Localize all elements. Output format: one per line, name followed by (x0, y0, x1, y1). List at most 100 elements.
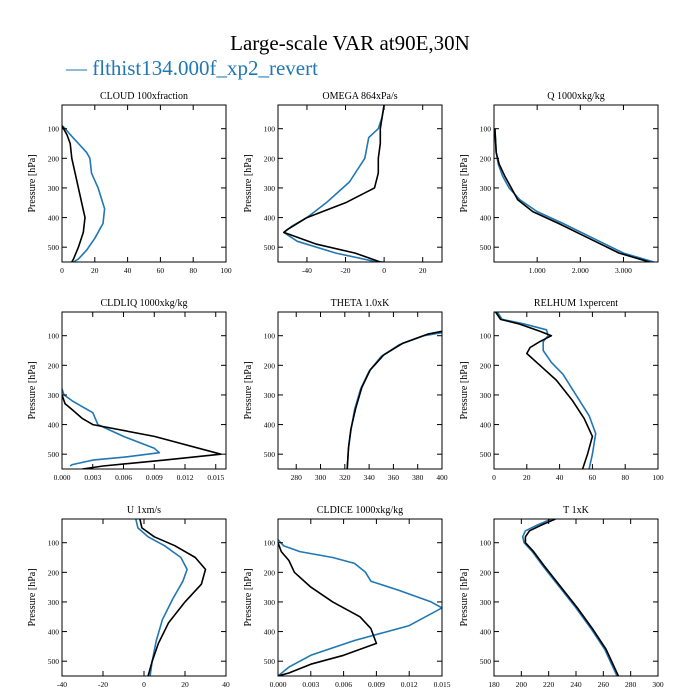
x-tick-label: 1.000 (529, 266, 546, 275)
y-tick-label: 300 (264, 391, 276, 400)
x-tick-label: 0.012 (177, 473, 194, 482)
chart-panel: OMEGA 864xPa/s Pressure [hPa] -40 -20 0 20 100… (243, 91, 443, 275)
x-tick-label: 0.009 (146, 473, 163, 482)
series-line (494, 312, 594, 469)
x-tick-label: 260 (598, 680, 610, 689)
y-tick-label: 500 (48, 450, 60, 459)
x-tick-label: 0.012 (401, 680, 418, 689)
x-tick-label: 320 (339, 473, 351, 482)
y-tick-label: 300 (480, 184, 492, 193)
chart-panel: CLOUD 100xfraction Pressure [hPa] 0 20 40 60 8… (27, 91, 232, 275)
y-axis-label: Pressure [hPa] (243, 568, 254, 626)
y-axis-label: Pressure [hPa] (27, 361, 38, 419)
x-tick-label: -40 (302, 266, 312, 275)
plot-frame (493, 518, 659, 677)
series-line (62, 125, 86, 262)
y-tick-label: 200 (264, 361, 276, 370)
x-tick-label: 0.015 (207, 473, 224, 482)
series-line (139, 519, 207, 676)
x-tick-label: 0.000 (54, 473, 71, 482)
y-tick-label: 500 (264, 657, 276, 666)
x-tick-label: 2.000 (572, 266, 589, 275)
x-tick-label: 380 (412, 473, 424, 482)
x-tick-label: 0.000 (270, 680, 287, 689)
y-tick-label: 200 (480, 361, 492, 370)
plot-frame (277, 311, 443, 470)
x-tick-label: 40 (556, 473, 564, 482)
y-tick-label: 100 (480, 539, 492, 548)
legend-series-name: flthist134.000f_xp2_revert (92, 56, 318, 80)
x-tick-label: 0.003 (302, 680, 319, 689)
x-tick-label: 280 (291, 473, 303, 482)
y-tick-label: 400 (264, 421, 276, 430)
y-tick-label: 200 (48, 361, 60, 370)
y-tick-label: 100 (48, 125, 60, 134)
series-line (283, 105, 385, 262)
panel-title: U 1xm/s (127, 505, 161, 516)
chart-panel: CLDICE 1000xkg/kg Pressure [hPa] 0.000 0.00… (243, 505, 451, 689)
plot-frame (493, 104, 659, 263)
x-tick-label: 20 (181, 680, 189, 689)
y-tick-label: 500 (480, 657, 492, 666)
y-tick-label: 100 (264, 332, 276, 341)
y-tick-label: 300 (264, 598, 276, 607)
y-tick-label: 200 (480, 154, 492, 163)
y-tick-label: 100 (48, 332, 60, 341)
series-line (62, 394, 222, 469)
y-tick-label: 500 (264, 450, 276, 459)
y-tick-label: 500 (264, 243, 276, 252)
panel-title: CLOUD 100xfraction (100, 91, 188, 102)
series-line (346, 330, 442, 469)
y-tick-label: 500 (480, 243, 492, 252)
y-tick-label: 400 (48, 214, 60, 223)
panel-title: CLDICE 1000xkg/kg (317, 505, 403, 516)
y-tick-label: 200 (264, 154, 276, 163)
y-axis-label: Pressure [hPa] (459, 154, 470, 212)
x-tick-label: 0.006 (115, 473, 132, 482)
y-tick-label: 200 (48, 568, 60, 577)
y-tick-label: 400 (48, 421, 60, 430)
y-tick-label: 100 (264, 125, 276, 134)
x-tick-label: 180 (488, 680, 500, 689)
plot-frame (61, 311, 227, 470)
chart-panel: THETA 1.0xK Pressure [hPa] 280 300 320 340 360… (243, 298, 448, 482)
series-line (346, 331, 442, 469)
x-tick-label: 3.000 (615, 266, 632, 275)
panel-title: THETA 1.0xK (331, 298, 390, 309)
y-axis-label: Pressure [hPa] (27, 568, 38, 626)
x-tick-label: 20 (91, 266, 99, 275)
x-tick-label: 40 (222, 680, 230, 689)
y-axis-label: Pressure [hPa] (459, 568, 470, 626)
y-axis-label: Pressure [hPa] (243, 154, 254, 212)
x-tick-label: 300 (315, 473, 327, 482)
x-tick-label: 0 (382, 266, 386, 275)
x-tick-label: 220 (543, 680, 555, 689)
x-tick-label: 0 (492, 473, 496, 482)
plot-frame (277, 104, 443, 263)
y-tick-label: 200 (264, 568, 276, 577)
y-tick-label: 500 (480, 450, 492, 459)
x-tick-label: 0 (142, 680, 146, 689)
y-tick-label: 400 (480, 421, 492, 430)
chart-panel: CLDLIQ 1000xkg/kg Pressure [hPa] 0.000 0.00… (27, 298, 227, 482)
y-tick-label: 300 (48, 184, 60, 193)
legend-marker: — (66, 56, 87, 80)
x-tick-label: 100 (220, 266, 232, 275)
x-tick-label: 400 (436, 473, 448, 482)
y-tick-label: 100 (480, 125, 492, 134)
y-tick-label: 400 (480, 628, 492, 637)
x-tick-label: 0.009 (368, 680, 385, 689)
y-axis-label: Pressure [hPa] (243, 361, 254, 419)
y-tick-label: 100 (480, 332, 492, 341)
series-line (278, 539, 442, 676)
x-tick-label: 100 (652, 473, 664, 482)
series-line (278, 542, 378, 676)
x-tick-label: 280 (625, 680, 637, 689)
chart-panel: RELHUM 1xpercent Pressure [hPa] 0 20 40 60 80 1… (459, 298, 664, 482)
chart-panel: U 1xm/s Pressure [hPa] -40 -20 0 20 40 100 200 30… (27, 505, 230, 689)
x-tick-label: 300 (652, 680, 664, 689)
plot-frame (61, 104, 227, 263)
series-line (524, 519, 620, 676)
plot-frame (61, 518, 227, 677)
x-tick-label: 20 (419, 266, 427, 275)
